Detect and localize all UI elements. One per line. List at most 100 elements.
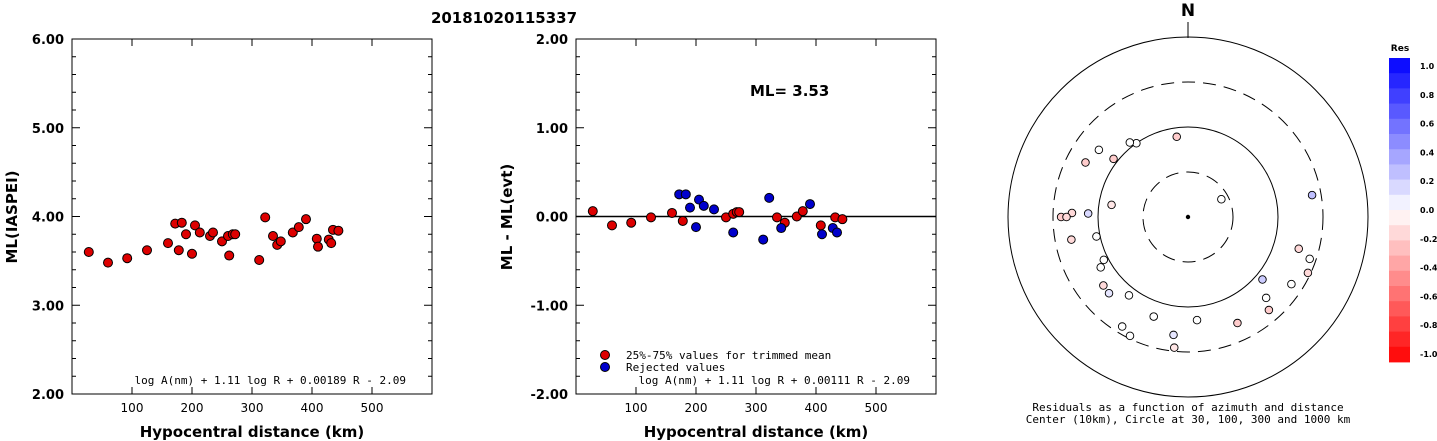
- x-tick-label: 500: [361, 401, 384, 415]
- axis-ticks: 100 200 300 400 500 -2.00 -1.00 0.00 1.00 2.00: [531, 33, 936, 415]
- colorbar-cell: [1389, 210, 1410, 226]
- data-point: [194, 227, 205, 238]
- station-point: [1261, 293, 1271, 303]
- data-point: [224, 250, 235, 261]
- station-point: [1233, 318, 1242, 328]
- y-tick-label: 2.00: [536, 33, 568, 48]
- colorbar-cell: [1389, 346, 1410, 363]
- data-point: [764, 192, 775, 203]
- station-point: [1264, 305, 1274, 315]
- station-point: [1258, 275, 1267, 284]
- station-point: [1062, 212, 1071, 222]
- data-point: [293, 222, 304, 233]
- station-point: [1081, 158, 1090, 167]
- x-tick-label: 200: [181, 401, 204, 415]
- station-point: [1294, 244, 1303, 254]
- data-point: [268, 231, 278, 242]
- legend-label-trimmed: 25%-75% values for trimmed mean: [626, 349, 831, 362]
- y-tick-label: 4.00: [32, 211, 64, 226]
- magnitude-residual-plot: 100 200 300 400 500 -2.00 -1.00 0.00 1.00 2.00 ML…: [498, 33, 937, 441]
- colorbar-cell: [1389, 316, 1410, 332]
- data-point: [176, 217, 187, 228]
- station-point: [1067, 235, 1076, 244]
- station-point: [1092, 232, 1101, 241]
- station-residual-points: [1056, 132, 1317, 352]
- colorbar-tick-label: -0.2: [1420, 235, 1437, 244]
- colorbar-cell: [1389, 225, 1410, 241]
- y-axis-label: ML - ML(evt): [498, 164, 516, 270]
- y-tick-label: -1.00: [531, 299, 568, 314]
- station-point: [1217, 195, 1226, 204]
- colorbar-cell: [1389, 179, 1410, 196]
- colorbar-cell: [1389, 103, 1410, 120]
- colorbar-cell: [1389, 149, 1410, 165]
- colorbar-tick-label: 0.6: [1420, 120, 1435, 129]
- colorbar-tick-label: -0.4: [1420, 264, 1437, 273]
- x-tick-label: 300: [241, 401, 264, 415]
- data-point: [709, 204, 719, 215]
- colorbar-title: Res: [1391, 44, 1409, 54]
- magnitude-vs-distance-plot: 100 200 300 400 500 2.00 3.00 4.00 5.00 6.00 ML(I…: [3, 33, 433, 441]
- station-point: [1149, 312, 1158, 321]
- polar-caption-line-2: Center (10km), Circle at 30, 100, 300 an…: [1026, 413, 1351, 426]
- data-point: [667, 207, 677, 218]
- data-point: [190, 220, 200, 231]
- data-point: [122, 253, 133, 264]
- data-point: [173, 245, 184, 256]
- x-tick-label: 300: [745, 401, 768, 415]
- data-point: [815, 220, 826, 231]
- data-point: [181, 229, 191, 240]
- colorbar-cell: [1389, 134, 1410, 150]
- station-point: [1125, 331, 1135, 341]
- legend-marker-trimmed: [600, 350, 610, 360]
- data-point: [797, 206, 808, 217]
- station-point: [1096, 263, 1105, 272]
- epicenter-dot: [1185, 214, 1191, 220]
- x-tick-label: 400: [301, 401, 324, 415]
- colorbar-tick-label: 0.4: [1420, 148, 1435, 157]
- x-axis-label: Hypocentral distance (km): [140, 423, 365, 441]
- station-point: [1172, 132, 1181, 142]
- station-point: [1117, 322, 1127, 331]
- data-point: [626, 217, 637, 228]
- colorbar-cell: [1389, 301, 1410, 317]
- colorbar-tick-label: 0.8: [1420, 91, 1435, 100]
- station-point: [1107, 200, 1116, 210]
- azimuthal-residual-map: N Residuals as a function of azimuth and…: [1007, 1, 1369, 426]
- station-point: [1287, 279, 1296, 289]
- event-magnitude-label: ML= 3.53: [750, 82, 829, 100]
- data-point: [646, 212, 656, 223]
- data-point: [691, 222, 701, 233]
- data-point: [685, 202, 695, 213]
- station-point: [1307, 190, 1317, 200]
- formula-label: log A(nm) + 1.11 log R + 0.00111 R - 2.0…: [638, 374, 910, 387]
- x-tick-label: 100: [625, 401, 648, 415]
- data-point: [275, 236, 286, 247]
- data-point: [776, 223, 787, 234]
- data-point: [607, 220, 617, 231]
- data-point: [301, 214, 311, 225]
- data-point: [313, 241, 323, 252]
- data-point: [758, 234, 769, 245]
- colorbar-cells: [1389, 58, 1410, 363]
- colorbar-tick-label: -0.6: [1420, 292, 1437, 301]
- data-point: [163, 238, 173, 249]
- x-tick-label: 200: [685, 401, 708, 415]
- data-point: [832, 227, 842, 238]
- station-point: [1170, 343, 1179, 352]
- station-point: [1125, 138, 1135, 147]
- y-tick-label: 3.00: [32, 299, 64, 314]
- data-point: [817, 229, 827, 240]
- colorbar-cell: [1389, 286, 1410, 302]
- data-points: [587, 189, 848, 245]
- station-point: [1303, 268, 1313, 278]
- station-point: [1094, 145, 1104, 155]
- colorbar-cell: [1389, 73, 1410, 89]
- colorbar-ticks: 1.0 0.8 0.6 0.4 0.2 0.0 -0.2 -0.4 -0.6 -0.8 -1.0: [1420, 62, 1437, 359]
- data-point: [260, 212, 271, 223]
- colorbar-cell: [1389, 240, 1410, 256]
- colorbar-tick-label: -0.8: [1420, 321, 1437, 330]
- station-point: [1124, 291, 1134, 300]
- data-point: [254, 254, 265, 265]
